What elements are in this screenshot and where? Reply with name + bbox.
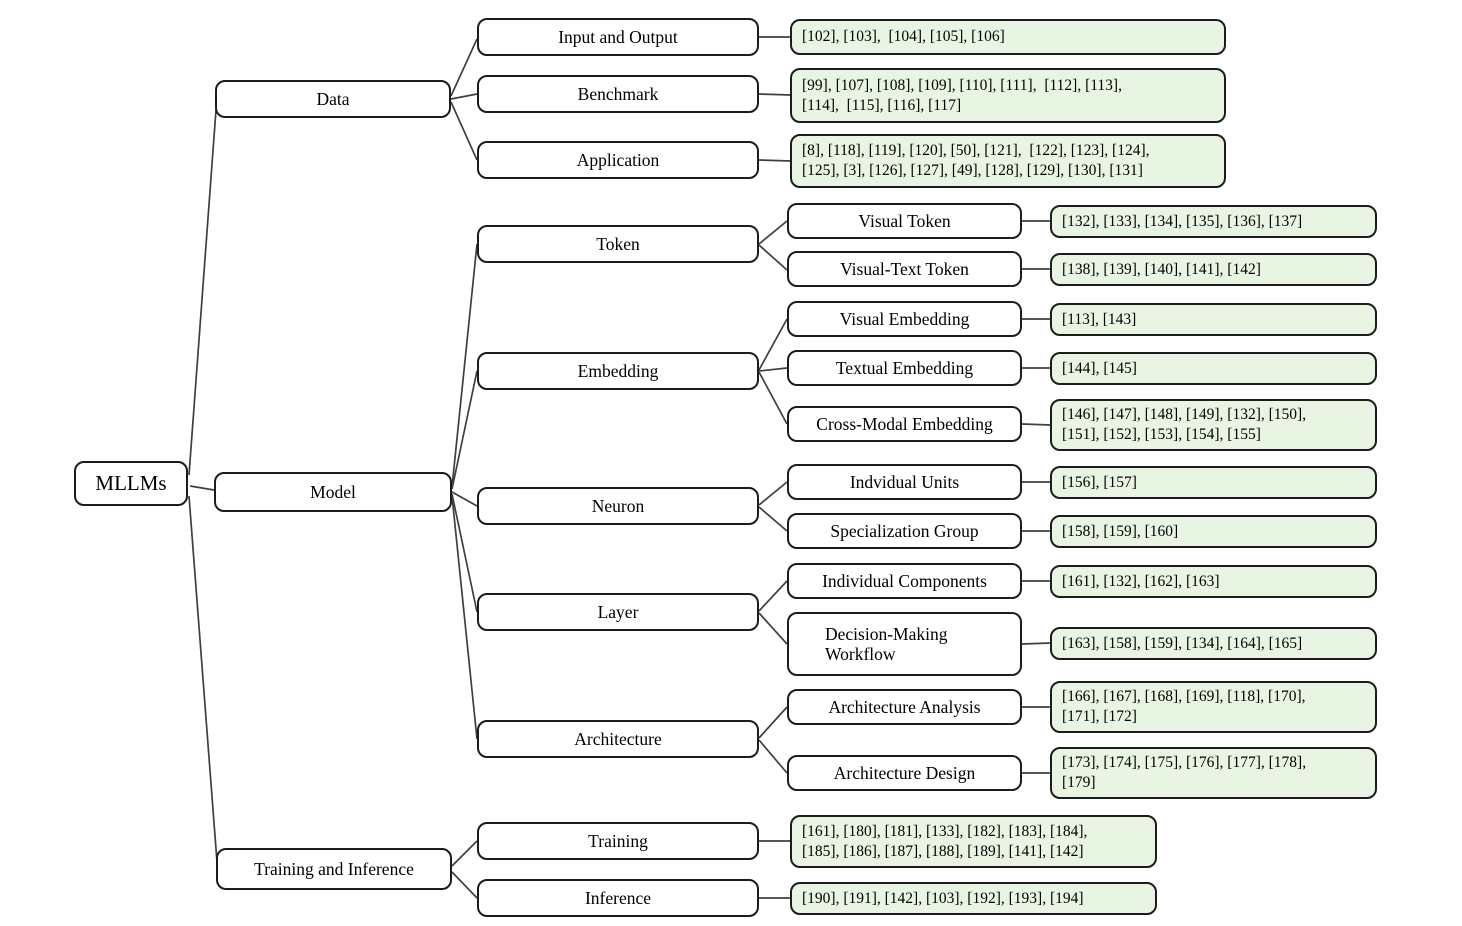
- node-specialization-group: Specialization Group: [787, 513, 1022, 549]
- refs-visual-embedding: [113], [143]: [1050, 303, 1377, 336]
- refs-benchmark: [99], [107], [108], [109], [110], [111],…: [790, 68, 1226, 123]
- node-decision-making-workflow: Decision-Making Workflow: [787, 612, 1022, 676]
- node-architecture-analysis: Architecture Analysis: [787, 689, 1022, 725]
- refs-decision-making-workflow: [163], [158], [159], [134], [164], [165]: [1050, 627, 1377, 660]
- node-textual-embedding: Textual Embedding: [787, 350, 1022, 386]
- node-data: Data: [215, 80, 451, 118]
- node-token: Token: [477, 225, 759, 263]
- refs-visual-token: [132], [133], [134], [135], [136], [137]: [1050, 205, 1377, 238]
- node-input-and-output: Input and Output: [477, 18, 759, 56]
- node-layer: Layer: [477, 593, 759, 631]
- refs-application: [8], [118], [119], [120], [50], [121], […: [790, 134, 1226, 188]
- refs-training: [161], [180], [181], [133], [182], [183]…: [790, 815, 1157, 868]
- node-visual-embedding: Visual Embedding: [787, 301, 1022, 337]
- refs-inference: [190], [191], [142], [103], [192], [193]…: [790, 882, 1157, 915]
- node-training: Training: [477, 822, 759, 860]
- refs-architecture-analysis: [166], [167], [168], [169], [118], [170]…: [1050, 681, 1377, 733]
- node-inference: Inference: [477, 879, 759, 917]
- node-visual-text-token: Visual-Text Token: [787, 251, 1022, 287]
- node-architecture: Architecture: [477, 720, 759, 758]
- refs-specialization-group: [158], [159], [160]: [1050, 515, 1377, 548]
- node-neuron: Neuron: [477, 487, 759, 525]
- node-architecture-design: Architecture Design: [787, 755, 1022, 791]
- refs-textual-embedding: [144], [145]: [1050, 352, 1377, 385]
- refs-architecture-design: [173], [174], [175], [176], [177], [178]…: [1050, 747, 1377, 799]
- refs-individual-components: [161], [132], [162], [163]: [1050, 565, 1377, 598]
- refs-indvidual-units: [156], [157]: [1050, 466, 1377, 499]
- refs-input-and-output: [102], [103], [104], [105], [106]: [790, 19, 1226, 55]
- node-training-and-inference: Training and Inference: [216, 848, 452, 890]
- node-individual-components: Individual Components: [787, 563, 1022, 599]
- node-mllms: MLLMs: [74, 461, 188, 506]
- node-application: Application: [477, 141, 759, 179]
- refs-visual-text-token: [138], [139], [140], [141], [142]: [1050, 253, 1377, 286]
- node-model: Model: [214, 472, 452, 512]
- node-visual-token: Visual Token: [787, 203, 1022, 239]
- node-embedding: Embedding: [477, 352, 759, 390]
- refs-cross-modal-embedding: [146], [147], [148], [149], [132], [150]…: [1050, 399, 1377, 451]
- node-cross-modal-embedding: Cross-Modal Embedding: [787, 406, 1022, 442]
- node-indvidual-units: Indvidual Units: [787, 464, 1022, 500]
- node-benchmark: Benchmark: [477, 75, 759, 113]
